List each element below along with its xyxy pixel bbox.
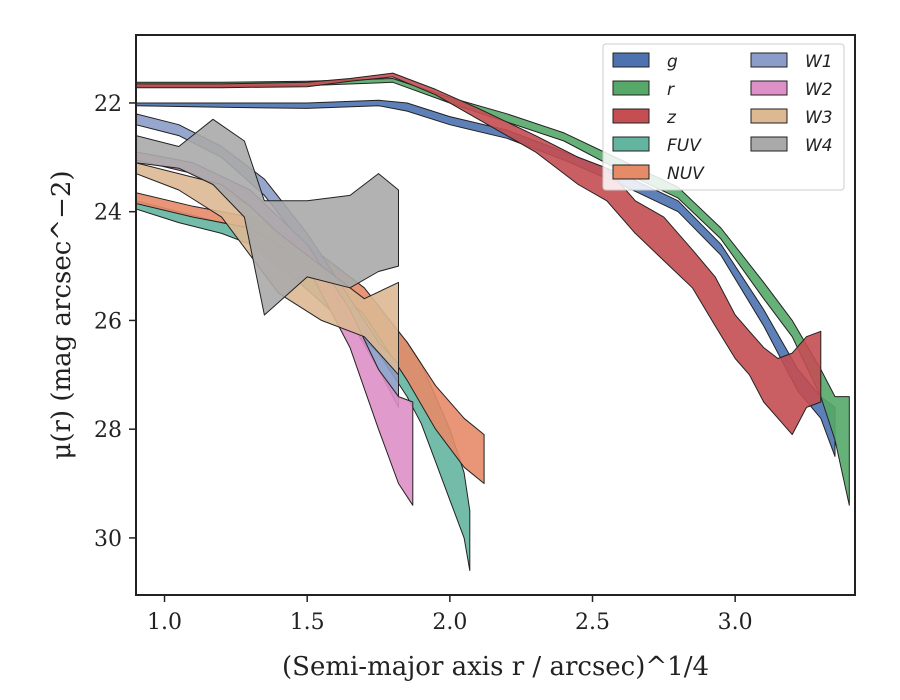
x-tick-label: 2.5	[575, 610, 610, 635]
legend: grz FUV NUV W1 W2 W3 W4	[602, 43, 845, 191]
legend-label-w3: W3	[805, 108, 833, 128]
x-tick-label: 1.5	[290, 610, 325, 635]
y-tick-label: 22	[94, 92, 122, 117]
legend-swatch-fuv	[612, 136, 650, 152]
legend-swatch-w1	[750, 52, 788, 68]
legend-swatch-g	[612, 52, 650, 68]
legend-label-w4: W4	[805, 136, 833, 156]
legend-label-fuv: FUV	[667, 136, 702, 156]
legend-label-nuv: NUV	[667, 164, 705, 184]
y-axis-title: μ(r) (mag arcsec^−2)	[47, 170, 77, 459]
legend-label-w2: W2	[805, 80, 833, 100]
y-tick-label: 30	[94, 527, 122, 552]
y-axis-ticks: 22 24 26 28 30	[94, 92, 136, 552]
x-tick-label: 1.0	[147, 610, 182, 635]
x-axis-ticks: 1.0 1.5 2.0 2.5 3.0	[147, 595, 753, 635]
legend-label-w1: W1	[805, 52, 833, 72]
y-tick-label: 26	[94, 309, 122, 334]
x-tick-label: 2.0	[432, 610, 467, 635]
series-band-w4	[136, 118, 399, 316]
series-band-z	[136, 72, 822, 436]
legend-label-r: r	[667, 80, 675, 100]
legend-swatch-w2	[750, 80, 788, 96]
legend-swatch-nuv	[612, 164, 650, 180]
legend-label-z: z	[666, 108, 677, 128]
legend-swatch-r	[612, 80, 650, 96]
x-tick-label: 3.0	[718, 610, 753, 635]
plot-frame	[135, 34, 856, 596]
y-tick-label: 24	[94, 201, 122, 226]
legend-swatch-w4	[750, 136, 788, 152]
series-band-g	[136, 99, 836, 457]
x-axis-title: (Semi-major axis r / arcsec)^1/4	[282, 652, 709, 682]
legend-swatch-w3	[750, 108, 788, 124]
y-tick-label: 28	[94, 418, 122, 443]
legend-swatch-z	[612, 108, 650, 124]
legend-label-g: g	[667, 52, 678, 72]
